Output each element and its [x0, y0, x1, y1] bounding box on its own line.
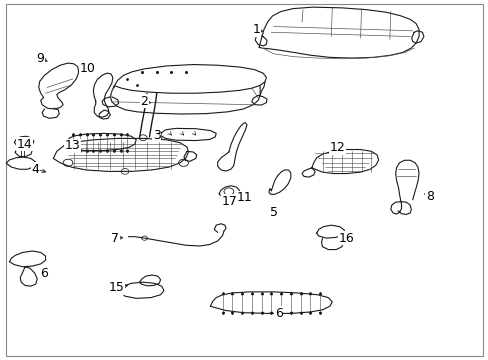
Text: 9: 9	[37, 51, 44, 64]
Text: 10: 10	[80, 62, 95, 75]
Text: 7: 7	[111, 231, 119, 244]
Text: 13: 13	[64, 139, 80, 152]
Text: 5: 5	[269, 206, 277, 219]
Text: 8: 8	[425, 190, 433, 203]
Text: 14: 14	[16, 138, 32, 150]
Text: 6: 6	[40, 267, 47, 280]
Text: 16: 16	[338, 231, 354, 244]
Text: 11: 11	[236, 192, 252, 204]
Text: 4: 4	[32, 163, 40, 176]
Text: 17: 17	[222, 195, 237, 208]
Text: 1: 1	[252, 23, 260, 36]
Text: 3: 3	[152, 129, 161, 142]
Text: 6: 6	[274, 307, 282, 320]
Text: 2: 2	[141, 95, 148, 108]
Text: 12: 12	[328, 141, 345, 154]
Text: 15: 15	[109, 281, 124, 294]
